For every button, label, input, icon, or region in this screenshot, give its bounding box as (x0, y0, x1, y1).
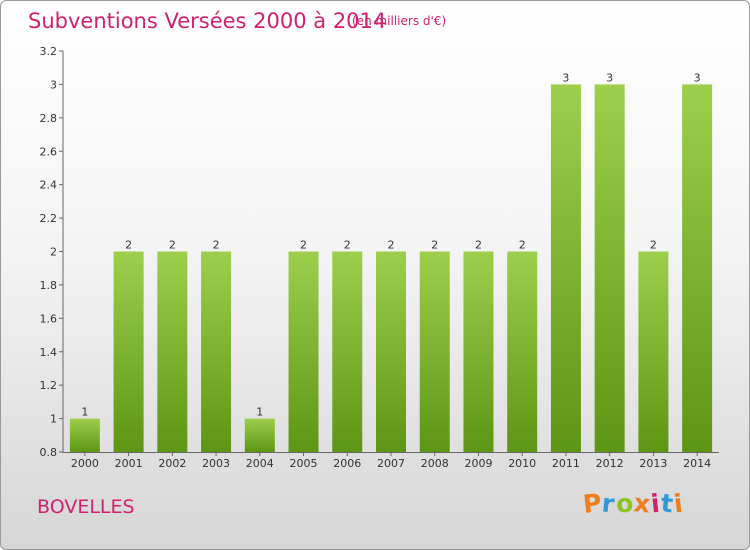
bar-value-label: 2 (344, 239, 351, 252)
y-tick-label: 1 (50, 413, 57, 426)
x-tick-label: 2004 (246, 457, 274, 470)
bar-value-label: 3 (694, 71, 701, 84)
bar-value-label: 2 (519, 239, 526, 252)
x-tick-label: 2012 (596, 457, 624, 470)
proxiti-logo: Proxiti (582, 488, 685, 519)
bar-group: 1 2 2 2 1 2 2 2 2 2 2 3 3 2 3 (69, 71, 713, 453)
bar-value-label: 2 (125, 239, 132, 252)
x-tick-label: 2003 (202, 457, 230, 470)
bar (594, 84, 625, 453)
bar (463, 251, 494, 452)
bar (419, 251, 450, 452)
x-tick-label: 2006 (333, 457, 361, 470)
bar-value-label: 2 (300, 239, 307, 252)
bar (376, 251, 406, 452)
y-tick-label: 1.2 (40, 379, 58, 392)
bar (332, 251, 363, 452)
y-tick-label: 1.4 (40, 346, 58, 359)
logo-letter: i (672, 488, 685, 519)
y-tick-label: 2.2 (40, 212, 58, 225)
bar (201, 251, 232, 452)
y-tick-label: 0.8 (40, 446, 58, 459)
y-tick-label: 3 (50, 78, 57, 91)
bar-value-label: 2 (431, 239, 438, 252)
y-tick-label: 2.6 (40, 145, 58, 158)
x-tick-label: 2009 (464, 457, 492, 470)
x-tick-label: 2011 (552, 457, 580, 470)
bar (157, 251, 188, 452)
x-tick-label: 2014 (683, 457, 711, 470)
bar (550, 84, 581, 453)
y-axis: 0.8 1 1.2 1.4 1.6 1.8 2 2.2 2.4 2.6 2.8 3 3.2 (40, 45, 63, 459)
bar (638, 251, 669, 452)
bar-value-label: 3 (562, 71, 569, 84)
x-tick-label: 2007 (377, 457, 405, 470)
x-tick-label: 2001 (115, 457, 143, 470)
bar-value-label: 2 (213, 239, 220, 252)
y-tick-label: 1.8 (40, 279, 58, 292)
y-tick-label: 1.6 (40, 312, 58, 325)
x-tick-label: 2008 (421, 457, 449, 470)
bar (69, 418, 100, 452)
bar-value-label: 1 (81, 406, 88, 419)
x-tick-label: 2010 (508, 457, 536, 470)
x-tick-label: 2002 (158, 457, 186, 470)
bar (113, 251, 144, 452)
bar-value-label: 2 (169, 239, 176, 252)
y-tick-label: 2.4 (40, 179, 58, 192)
y-tick-label: 2.8 (40, 112, 58, 125)
x-tick-label: 2013 (639, 457, 667, 470)
bar (682, 84, 713, 453)
y-tick-label: 2 (50, 246, 57, 259)
bar-value-label: 2 (475, 239, 482, 252)
bar-value-label: 2 (388, 239, 395, 252)
x-axis: 2000 2001 2002 2003 2004 2005 2006 2007 2008 2009… (71, 452, 711, 470)
bar-value-label: 2 (650, 239, 657, 252)
chart-subtitle: (en milliers d'€) (352, 14, 447, 28)
bar-value-label: 1 (256, 406, 263, 419)
bar (244, 418, 275, 452)
bar (288, 251, 319, 452)
bar-value-label: 3 (606, 71, 613, 84)
chart-title: Subventions Versées 2000 à 2014 (28, 9, 387, 33)
bar (507, 251, 538, 452)
y-tick-label: 3.2 (40, 45, 58, 58)
commune-name: BOVELLES (37, 496, 135, 518)
x-tick-label: 2005 (290, 457, 318, 470)
x-tick-label: 2000 (71, 457, 99, 470)
